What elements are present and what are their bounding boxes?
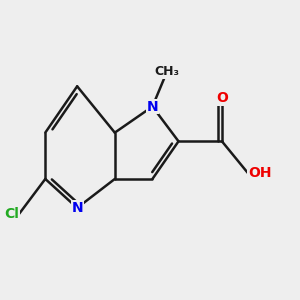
Text: OH: OH bbox=[248, 166, 272, 180]
Text: Cl: Cl bbox=[4, 207, 19, 221]
Text: N: N bbox=[147, 100, 158, 114]
Text: CH₃: CH₃ bbox=[154, 65, 179, 78]
Text: N: N bbox=[71, 201, 83, 215]
Text: O: O bbox=[216, 91, 228, 105]
